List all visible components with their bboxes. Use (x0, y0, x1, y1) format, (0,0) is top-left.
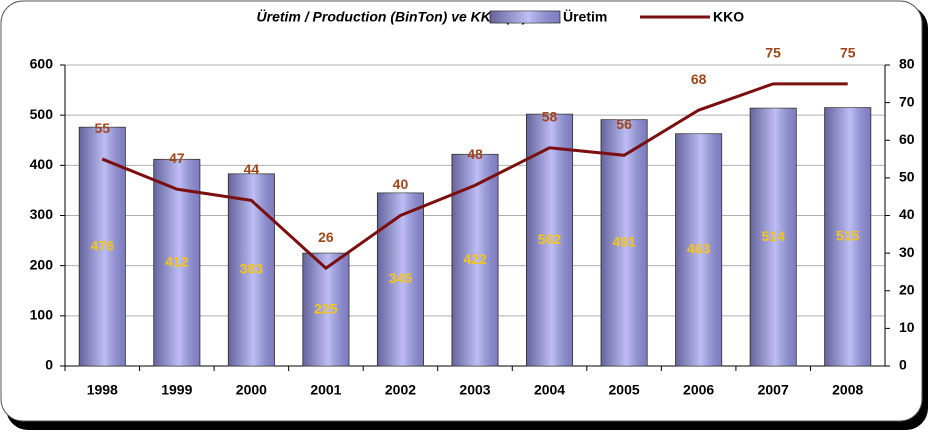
chart-title: Üretim / Production (BinTon) ve KKO (%) (257, 9, 528, 25)
x-tick-label: 2001 (310, 382, 341, 398)
y-tick-label: 300 (30, 206, 54, 222)
y-tick-label: 500 (30, 106, 54, 122)
y-tick-label: 600 (30, 56, 54, 72)
y2-tick-label: 70 (899, 93, 915, 109)
bar-value-label: 383 (240, 261, 264, 277)
bar-shine (451, 154, 499, 366)
bar-value-label: 515 (836, 228, 860, 244)
y2-tick-label: 30 (899, 244, 915, 260)
x-tick-label: 2008 (832, 382, 863, 398)
y2-tick-label: 40 (899, 206, 915, 222)
bar-shine (750, 108, 797, 366)
line-value-label: 68 (691, 71, 707, 87)
bar-value-label: 225 (314, 300, 338, 316)
bar-value-label: 412 (165, 253, 189, 269)
x-tick-label: 2005 (609, 382, 640, 398)
bar-value-label: 476 (91, 237, 115, 253)
x-tick-label: 2002 (385, 382, 416, 398)
y-tick-label: 0 (45, 357, 53, 373)
bar-shine (675, 133, 722, 366)
line-value-label: 56 (616, 116, 632, 132)
x-tick-label: 2006 (683, 382, 714, 398)
y2-tick-label: 10 (899, 319, 915, 335)
bar-value-label: 502 (538, 231, 562, 247)
line-value-label: 48 (467, 146, 483, 162)
bar-shine (153, 159, 200, 366)
bar-shine (79, 127, 126, 366)
legend-label: KKO (713, 9, 744, 25)
bar-shine (600, 119, 648, 366)
bar-shine (824, 107, 871, 367)
bar-value-label: 345 (389, 270, 413, 286)
y-tick-label: 100 (30, 307, 54, 323)
line-value-label: 58 (542, 108, 558, 124)
y2-tick-label: 0 (899, 357, 907, 373)
bar-value-label: 514 (762, 228, 786, 244)
line-value-label: 47 (169, 150, 185, 166)
legend-label: Üretim (563, 9, 607, 25)
bar-shine (302, 253, 350, 366)
bar-value-label: 491 (612, 234, 636, 250)
y-tick-label: 400 (30, 156, 54, 172)
x-tick-label: 1998 (87, 382, 118, 398)
line-value-label: 75 (840, 45, 856, 61)
line-value-label: 44 (244, 161, 260, 177)
bar-shine (228, 173, 275, 366)
line-value-label: 75 (765, 45, 781, 61)
x-tick-label: 1999 (161, 382, 192, 398)
bar-value-label: 422 (463, 251, 487, 267)
x-tick-label: 2004 (534, 382, 565, 398)
y2-tick-label: 60 (899, 131, 915, 147)
bar-value-label: 463 (687, 241, 711, 257)
y2-tick-label: 80 (899, 56, 915, 72)
bar-shine (377, 192, 424, 366)
x-tick-label: 2007 (758, 382, 789, 398)
legend-swatch-shine (490, 11, 560, 23)
y2-tick-label: 50 (899, 169, 915, 185)
x-tick-label: 2003 (459, 382, 490, 398)
line (101, 82, 848, 271)
line-value-label: 26 (318, 229, 334, 245)
line-value-label: 40 (393, 176, 409, 192)
y-tick-label: 200 (30, 256, 54, 272)
line-value-label: 55 (94, 120, 110, 136)
y2-tick-label: 20 (899, 281, 915, 297)
x-tick-label: 2000 (236, 382, 267, 398)
